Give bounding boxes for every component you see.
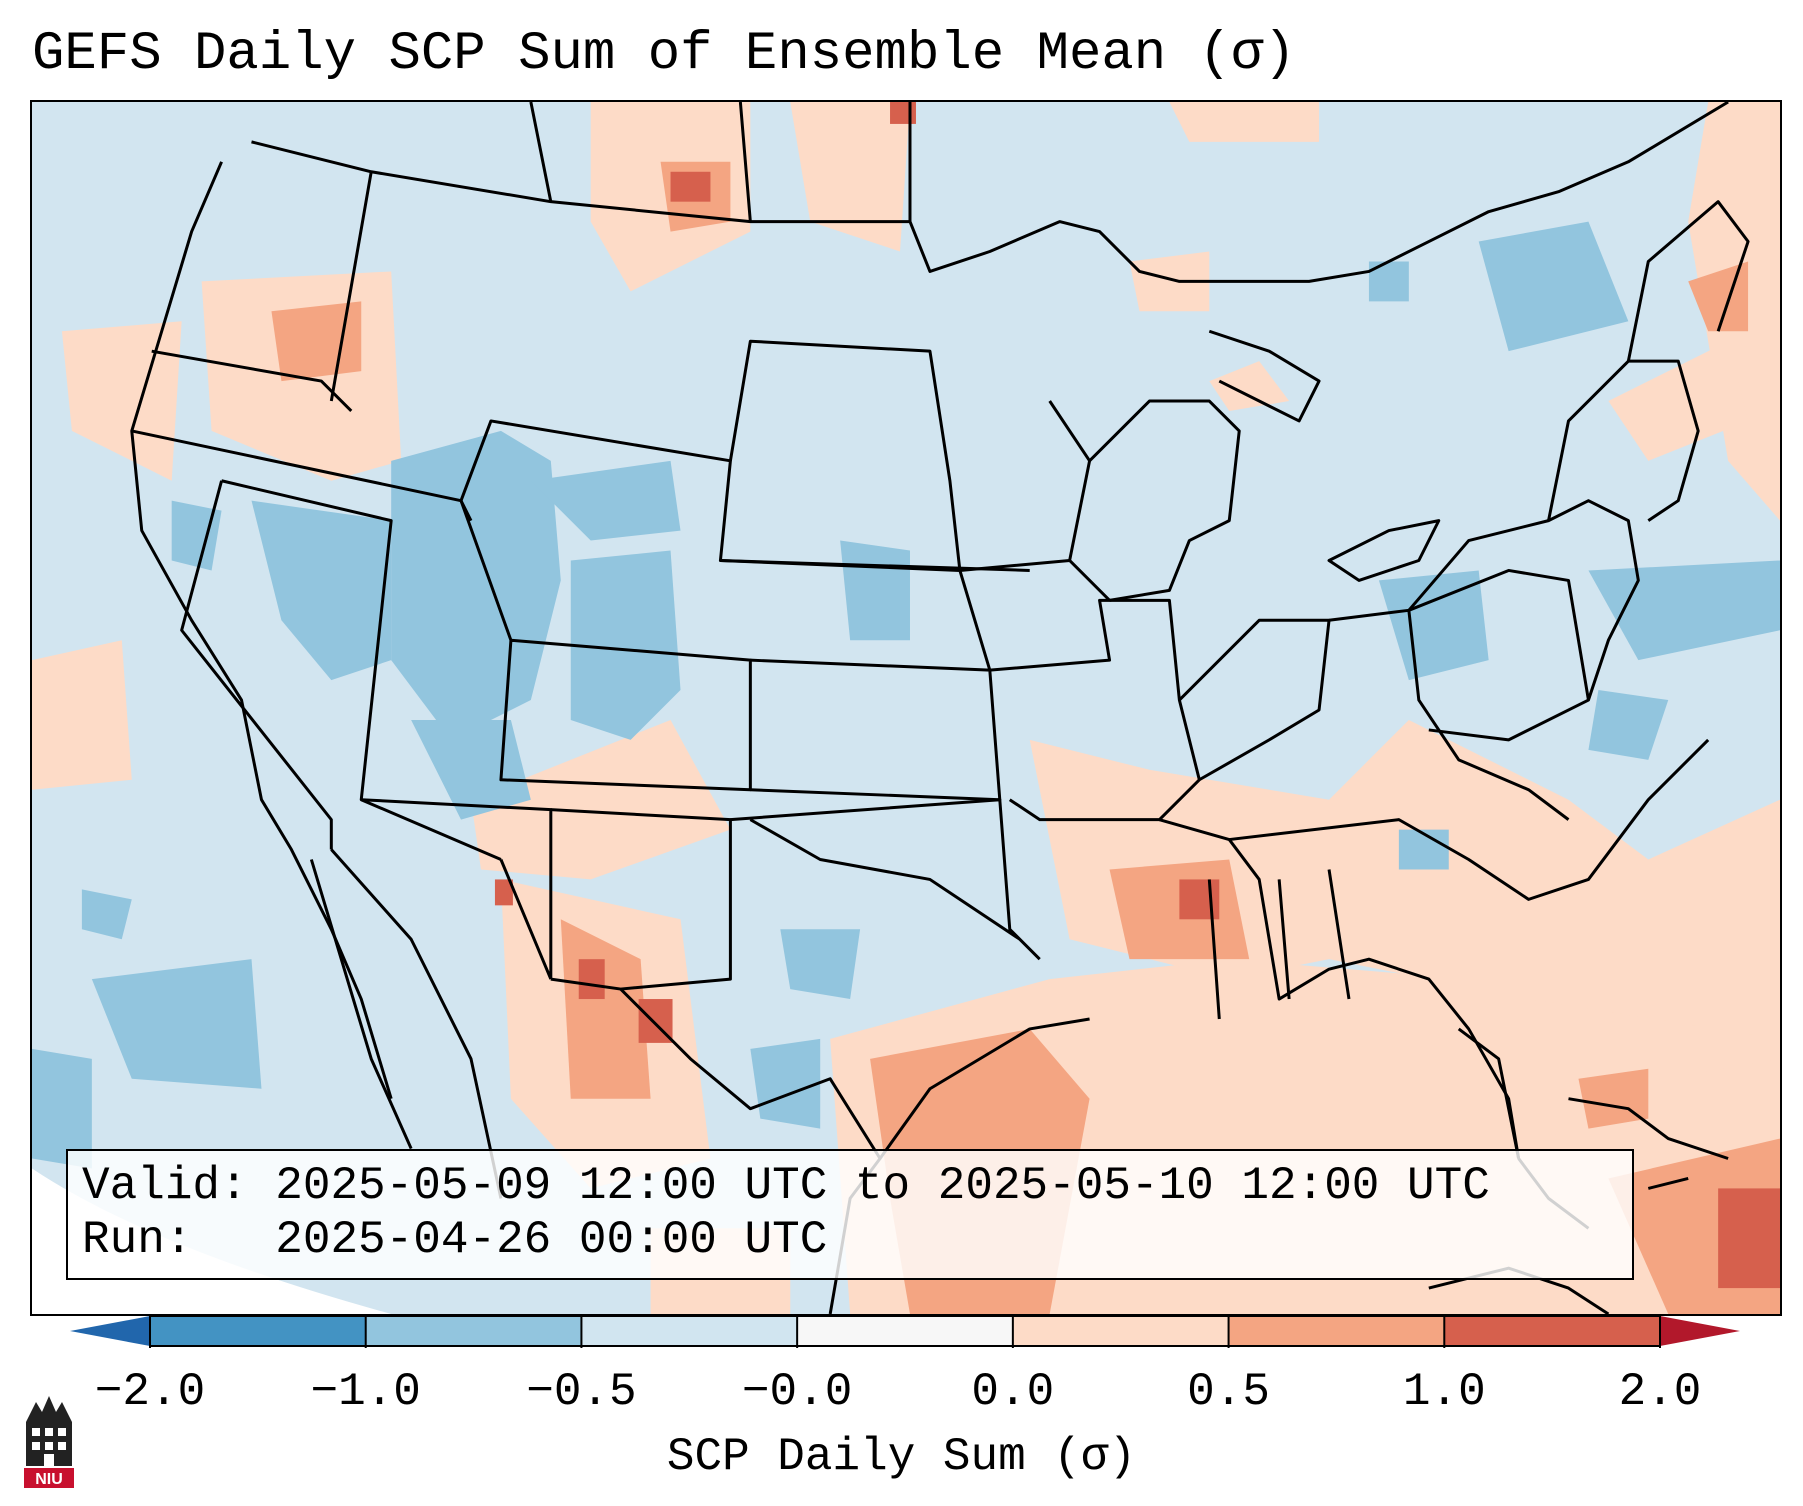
colorbar-bin bbox=[581, 1316, 798, 1346]
strong-anomaly-regions bbox=[494, 102, 1780, 1289]
colorbar-tick-label: 1.0 bbox=[1402, 1366, 1486, 1418]
valid-run-info-box: Valid: 2025-05-09 12:00 UTC to 2025-05-1… bbox=[66, 1149, 1634, 1280]
map-panel bbox=[30, 100, 1782, 1316]
colorbar-under-triangle bbox=[70, 1316, 150, 1346]
colorbar-tick-label: −0.0 bbox=[741, 1366, 853, 1418]
colorbar-bin bbox=[150, 1316, 366, 1346]
logo-text: NIU bbox=[35, 1471, 63, 1488]
colorbar-bin bbox=[1444, 1316, 1660, 1346]
colorbar-tick-label: 2.0 bbox=[1618, 1366, 1702, 1418]
colorbar-over-triangle bbox=[1660, 1316, 1740, 1346]
scp-anomaly-field bbox=[32, 102, 1780, 1314]
colorbar-neutral-bin bbox=[797, 1316, 1013, 1346]
colorbar-tick-label: 0.0 bbox=[971, 1366, 1055, 1418]
colorbar-bin bbox=[365, 1316, 582, 1346]
colorbar-tick-label: 0.5 bbox=[1187, 1366, 1270, 1418]
niu-logo: NIU bbox=[24, 1396, 74, 1488]
colorbar-tick-label: −0.5 bbox=[526, 1366, 637, 1418]
valid-time-text: Valid: 2025-05-09 12:00 UTC to 2025-05-1… bbox=[82, 1160, 1490, 1212]
colorbar-tick-label: −2.0 bbox=[94, 1366, 206, 1418]
boundary-lines bbox=[130, 102, 1750, 1314]
colorbar bbox=[70, 1315, 1740, 1348]
run-time-text: Run: 2025-04-26 00:00 UTC bbox=[82, 1214, 828, 1266]
map-title: GEFS Daily SCP Sum of Ensemble Mean (σ) bbox=[32, 24, 1296, 85]
colorbar-label: SCP Daily Sum (σ) bbox=[666, 1431, 1137, 1483]
colorbar-tick-label: −1.0 bbox=[310, 1366, 421, 1418]
colorbar-bin bbox=[1012, 1316, 1229, 1346]
colorbar-bin bbox=[1228, 1316, 1445, 1346]
